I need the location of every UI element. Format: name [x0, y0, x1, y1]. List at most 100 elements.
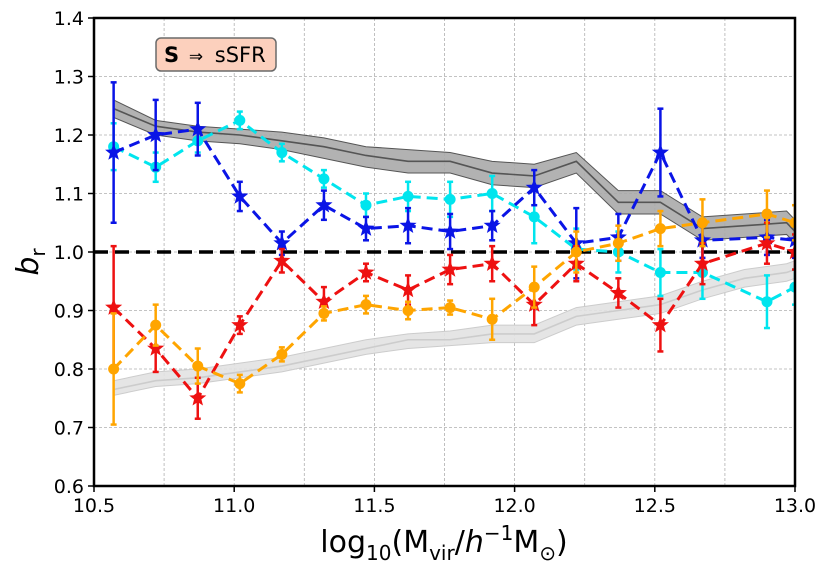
data-point — [444, 193, 456, 205]
data-point — [528, 281, 540, 293]
y-tick-label: 1.3 — [54, 67, 84, 89]
data-point — [654, 223, 666, 235]
data-point — [789, 281, 795, 293]
data-point — [402, 305, 414, 316]
data-point — [315, 292, 333, 309]
x-tick-label: 10.5 — [73, 495, 115, 517]
data-point — [357, 219, 375, 236]
data-point — [789, 217, 795, 229]
data-point — [444, 302, 456, 314]
data-point — [318, 173, 330, 185]
series-line-orange — [112, 212, 795, 386]
data-point — [147, 126, 165, 143]
data-point — [399, 281, 417, 298]
annotation-label: sSFR — [215, 43, 266, 67]
data-point — [693, 254, 711, 271]
x-label-prefix: log — [320, 525, 366, 560]
data-point — [318, 307, 330, 319]
x-label-h: h — [465, 525, 484, 560]
series-line-blue — [113, 127, 795, 246]
data-point — [609, 283, 627, 301]
data-point — [357, 263, 375, 280]
y-label-main: b — [11, 257, 46, 276]
data-point — [360, 199, 372, 211]
data-point — [108, 363, 120, 375]
data-point — [612, 237, 624, 249]
y-tick-label: 1.1 — [54, 184, 84, 206]
x-label-open: (M — [391, 525, 429, 560]
data-point — [105, 143, 123, 160]
series-blue — [105, 81, 795, 280]
data-point — [654, 266, 666, 278]
data-point — [786, 243, 795, 260]
data-point — [486, 313, 498, 325]
series-line-red — [112, 241, 795, 401]
y-tick-label: 1.4 — [54, 8, 84, 30]
y-tick-label: 1.2 — [54, 125, 84, 147]
data-point — [441, 260, 459, 277]
x-label-sun: ⊙ — [539, 541, 556, 565]
data-point — [360, 299, 372, 311]
y-tick-label: 0.7 — [54, 418, 84, 440]
annotation-box: S ⇒ sSFR — [155, 37, 277, 72]
data-point — [273, 251, 291, 269]
data-point — [189, 389, 207, 406]
annotation-arrow: ⇒ — [189, 47, 203, 67]
data-point — [150, 319, 162, 331]
x-label-sub1: 10 — [366, 541, 391, 565]
y-tick-label: 0.9 — [54, 301, 84, 323]
data-point — [276, 147, 288, 159]
data-point — [651, 316, 669, 333]
data-point — [441, 222, 459, 239]
data-point — [273, 234, 291, 251]
data-point — [528, 211, 540, 223]
y-axis-label: br — [11, 248, 50, 276]
x-label-sup: −1 — [484, 521, 513, 545]
data-point — [786, 231, 795, 248]
dark-band-line — [113, 107, 795, 233]
data-point — [234, 378, 246, 390]
annotation-text: S ⇒ sSFR — [164, 43, 266, 67]
data-point — [399, 216, 417, 233]
data-point — [483, 216, 501, 233]
data-point — [651, 143, 669, 160]
x-label-sub2: vir — [429, 541, 455, 565]
x-tick-label: 13.0 — [774, 495, 816, 517]
series-orange — [108, 189, 795, 426]
series — [105, 81, 795, 426]
light-band-line — [113, 268, 795, 391]
data-point — [761, 208, 773, 220]
data-point — [231, 187, 249, 204]
y-tick-label: 1.0 — [54, 242, 84, 264]
data-point — [402, 190, 414, 202]
data-point — [231, 316, 249, 333]
y-tick-label: 0.8 — [54, 359, 84, 381]
data-point — [189, 120, 207, 137]
y-label-sub: r — [26, 248, 50, 257]
x-label-slash: / — [455, 525, 466, 560]
data-point — [315, 196, 333, 213]
data-point — [234, 114, 246, 126]
data-point — [483, 254, 501, 271]
x-label-close: ) — [556, 525, 568, 560]
data-point — [758, 234, 776, 251]
x-tick-label: 12.5 — [634, 495, 676, 517]
x-tick-label: 11.5 — [353, 495, 395, 517]
data-point — [570, 246, 582, 258]
x-tick-label: 12.0 — [493, 495, 535, 517]
data-point — [696, 217, 708, 229]
annotation-background — [155, 37, 277, 72]
data-point — [525, 178, 543, 195]
ticks: 10.5 11.0 11.5 12.0 12.5 13.0 0.6 0.7 0.8 0.9 1.0 1… — [54, 8, 816, 517]
x-tick-label: 11.0 — [213, 495, 255, 517]
annotation-bold: S — [164, 43, 179, 67]
y-tick-label: 0.6 — [54, 476, 84, 498]
x-axis-label: log10(Mvir/h−1M⊙) — [320, 521, 567, 565]
x-label-m: M — [513, 525, 539, 560]
data-point — [276, 348, 288, 360]
data-point — [761, 296, 773, 308]
data-point — [105, 298, 123, 315]
data-point — [486, 188, 498, 199]
